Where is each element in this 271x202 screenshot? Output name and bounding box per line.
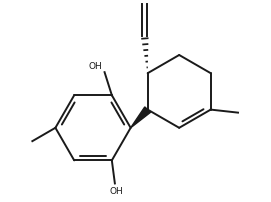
Text: OH: OH bbox=[88, 61, 102, 70]
Polygon shape bbox=[131, 107, 150, 128]
Text: OH: OH bbox=[109, 186, 123, 195]
